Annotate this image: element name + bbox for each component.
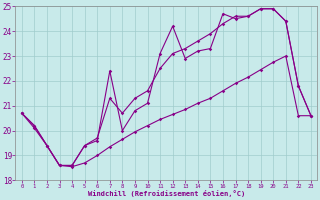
X-axis label: Windchill (Refroidissement éolien,°C): Windchill (Refroidissement éolien,°C): [88, 190, 245, 197]
